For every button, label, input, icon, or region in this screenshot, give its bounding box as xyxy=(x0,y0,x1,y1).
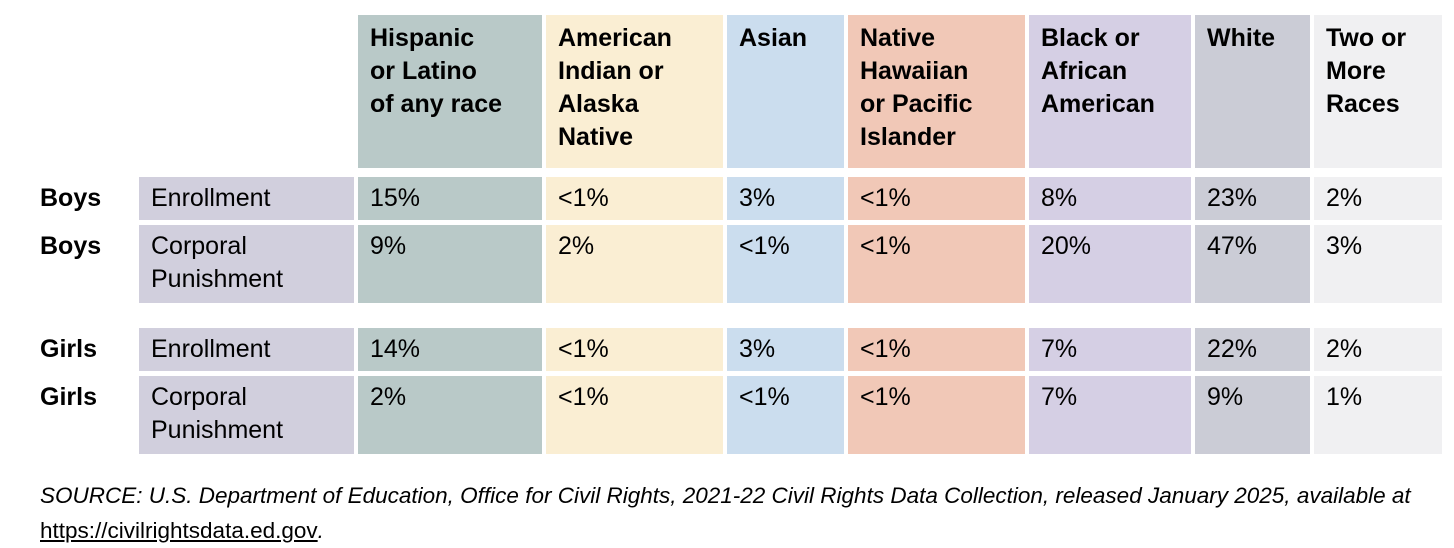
row-measure-label: Corporal Punishment xyxy=(139,225,354,303)
table-cell: 3% xyxy=(727,328,844,371)
table-cell: <1% xyxy=(546,328,723,371)
row-measure-label: Enrollment xyxy=(139,177,354,220)
table-cell: 9% xyxy=(1195,376,1310,454)
table-cell: 23% xyxy=(1195,177,1310,220)
header-spacer-measure xyxy=(139,15,354,168)
table-cell: <1% xyxy=(546,177,723,220)
row-gender-label: Boys xyxy=(40,184,102,212)
table-cell: 7% xyxy=(1029,376,1191,454)
table-cell: 3% xyxy=(727,177,844,220)
table-cell: <1% xyxy=(848,177,1025,220)
table-cell: 2% xyxy=(1314,328,1442,371)
table-cell: 2% xyxy=(1314,177,1442,220)
table-row-girls-corporal-punishment: Girls Corporal Punishment 2% <1% <1% <1%… xyxy=(40,376,1442,454)
row-gender-label: Girls xyxy=(40,383,97,411)
column-header-asian: Asian xyxy=(727,15,844,168)
column-header-native-hawaiian-pacific-islander: Native Hawaiian or Pacific Islander xyxy=(848,15,1025,168)
table-cell: 1% xyxy=(1314,376,1442,454)
table-row-boys-enrollment: Boys Enrollment 15% <1% 3% <1% 8% 23% 2% xyxy=(40,177,1442,220)
table-cell: <1% xyxy=(848,225,1025,303)
table-cell: <1% xyxy=(848,328,1025,371)
source-link[interactable]: https://civilrightsdata.ed.gov xyxy=(40,518,318,543)
row-gender-label: Girls xyxy=(40,335,97,363)
table-cell: <1% xyxy=(546,376,723,454)
column-header-american-indian-alaska-native: American Indian or Alaska Native xyxy=(546,15,723,168)
table-cell: <1% xyxy=(727,376,844,454)
column-header-white: White xyxy=(1195,15,1310,168)
table-cell: 15% xyxy=(358,177,542,220)
table-cell: 3% xyxy=(1314,225,1442,303)
table-cell: 8% xyxy=(1029,177,1191,220)
table-row-girls-enrollment: Girls Enrollment 14% <1% 3% <1% 7% 22% 2… xyxy=(40,328,1442,371)
table-cell: 2% xyxy=(546,225,723,303)
column-header-hispanic-or-latino: Hispanic or Latino of any race xyxy=(358,15,542,168)
table-cell: <1% xyxy=(727,225,844,303)
table-header-row: Hispanic or Latino of any race American … xyxy=(40,15,1442,168)
row-gender-label: Boys xyxy=(40,232,102,260)
header-spacer-gender xyxy=(40,15,135,168)
source-text-period: . xyxy=(317,518,324,543)
table-row-boys-corporal-punishment: Boys Corporal Punishment 9% 2% <1% <1% 2… xyxy=(40,225,1442,303)
table-cell: 47% xyxy=(1195,225,1310,303)
table-cell: 9% xyxy=(358,225,542,303)
column-header-two-or-more-races: Two or More Races xyxy=(1314,15,1442,168)
row-measure-label: Corporal Punishment xyxy=(139,376,354,454)
source-note: SOURCE: U.S. Department of Education, Of… xyxy=(40,478,1430,548)
source-text: SOURCE: U.S. Department of Education, Of… xyxy=(40,483,1411,508)
table-cell: 20% xyxy=(1029,225,1191,303)
table-cell: <1% xyxy=(848,376,1025,454)
table-cell: 2% xyxy=(358,376,542,454)
row-measure-label: Enrollment xyxy=(139,328,354,371)
column-header-black-or-african-american: Black or African American xyxy=(1029,15,1191,168)
table-cell: 14% xyxy=(358,328,542,371)
table-cell: 22% xyxy=(1195,328,1310,371)
table-cell: 7% xyxy=(1029,328,1191,371)
